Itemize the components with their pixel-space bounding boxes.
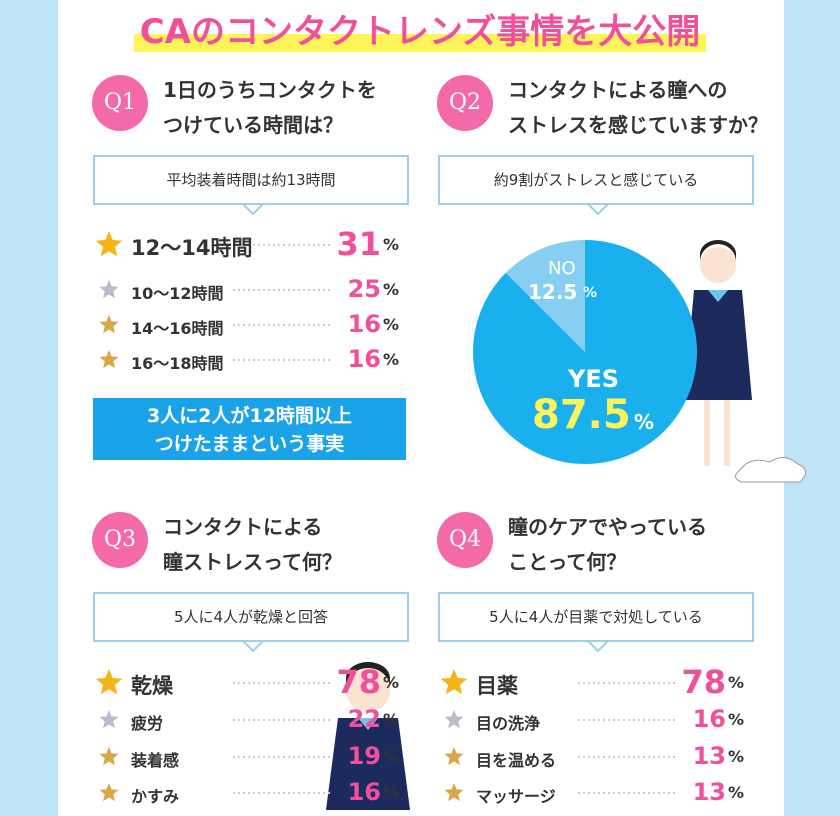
item-unit: % xyxy=(728,710,745,729)
star xyxy=(99,315,119,334)
item-label: 目薬 xyxy=(476,674,518,698)
item-value: 78 xyxy=(681,663,726,701)
item-label: 装着感 xyxy=(131,751,180,770)
item-unit: % xyxy=(383,710,400,729)
pie-unit: % xyxy=(634,410,655,434)
answer-box: 平均装着時間は約13時間 xyxy=(93,155,409,205)
q-badge: Q2 xyxy=(437,75,493,131)
answer-box: 約9割がストレスと感じている xyxy=(438,155,754,205)
item-value: 13 xyxy=(692,778,726,806)
item-value: 16 xyxy=(347,310,381,338)
star xyxy=(440,669,468,695)
question-line: 瞳ストレスって何？ xyxy=(163,550,342,574)
title-text: CAのコンタクトレンズ事情を大公開 xyxy=(133,12,707,52)
pie-label: YES xyxy=(568,365,620,393)
item-unit: % xyxy=(383,235,400,254)
item-unit: % xyxy=(383,350,400,369)
item-label: 12〜14時間 xyxy=(131,236,253,260)
star xyxy=(95,669,123,695)
question-line: コンタクトによる xyxy=(163,515,323,539)
item-unit: % xyxy=(728,783,745,802)
question-line: ストレスを感じていますか？ xyxy=(508,113,768,137)
item-label: 10〜12時間 xyxy=(131,284,224,303)
item-label: 乾燥 xyxy=(131,674,173,698)
item-unit: % xyxy=(728,673,745,692)
box-pointer xyxy=(587,203,609,216)
star xyxy=(99,710,119,729)
item-unit: % xyxy=(383,315,400,334)
pie-value: 87.5 xyxy=(532,392,631,438)
item-label: 疲労 xyxy=(131,714,164,733)
item-value: 31 xyxy=(336,225,381,263)
question-line: コンタクトによる瞳への xyxy=(508,78,728,102)
q-badge: Q1 xyxy=(92,75,148,131)
q-badge: Q4 xyxy=(437,512,493,568)
star xyxy=(99,747,119,766)
question-line: 瞳のケアでやっている xyxy=(508,515,707,539)
box-pointer xyxy=(242,203,264,216)
note-banner: 3人に2人が12時間以上 つけたままという事実 xyxy=(93,398,406,460)
item-unit: % xyxy=(383,747,400,766)
item-value: 16 xyxy=(347,778,381,806)
pie-slice xyxy=(473,240,698,464)
item-unit: % xyxy=(728,747,745,766)
box-pointer xyxy=(587,640,609,653)
star xyxy=(99,280,119,299)
item-label: 目を温める xyxy=(476,751,557,770)
item-label: 目の洗浄 xyxy=(476,714,541,733)
pie-unit: % xyxy=(583,285,598,301)
item-unit: % xyxy=(383,280,400,299)
star xyxy=(99,350,119,369)
star xyxy=(95,231,123,257)
item-label: 16〜18時間 xyxy=(131,354,224,373)
item-value: 13 xyxy=(692,742,726,770)
item-value: 16 xyxy=(692,705,726,733)
answer-box: 5人に4人が乾燥と回答 xyxy=(93,592,409,642)
answer-box: 5人に4人が目薬で対処している xyxy=(438,592,754,642)
star xyxy=(444,747,464,766)
q-badge: Q3 xyxy=(92,512,148,568)
star xyxy=(99,783,119,802)
item-label: かすみ xyxy=(131,787,180,806)
figure xyxy=(326,240,806,810)
item-value: 78 xyxy=(336,663,381,701)
item-value: 25 xyxy=(347,275,381,303)
pie-slice xyxy=(505,240,585,352)
question-line: 1日のうちコンタクトを xyxy=(163,78,377,102)
item-value: 16 xyxy=(347,345,381,373)
item-unit: % xyxy=(383,673,400,692)
item-unit: % xyxy=(383,783,400,802)
item-value: 22 xyxy=(347,705,381,733)
note-line: つけたままという事実 xyxy=(154,433,345,455)
item-label: 14〜16時間 xyxy=(131,319,224,338)
item-value: 19 xyxy=(347,742,381,770)
note-line: 3人に2人が12時間以上 xyxy=(147,405,352,427)
box-pointer xyxy=(242,640,264,653)
pie-value: 12.5 xyxy=(528,280,578,304)
question-line: ことって何？ xyxy=(508,550,627,574)
star xyxy=(444,710,464,729)
title: CAのコンタクトレンズ事情を大公開 xyxy=(0,4,840,53)
pie-label: NO xyxy=(548,258,576,279)
item-label: マッサージ xyxy=(476,787,556,806)
star xyxy=(444,783,464,802)
question-line: つけている時間は？ xyxy=(163,113,343,137)
